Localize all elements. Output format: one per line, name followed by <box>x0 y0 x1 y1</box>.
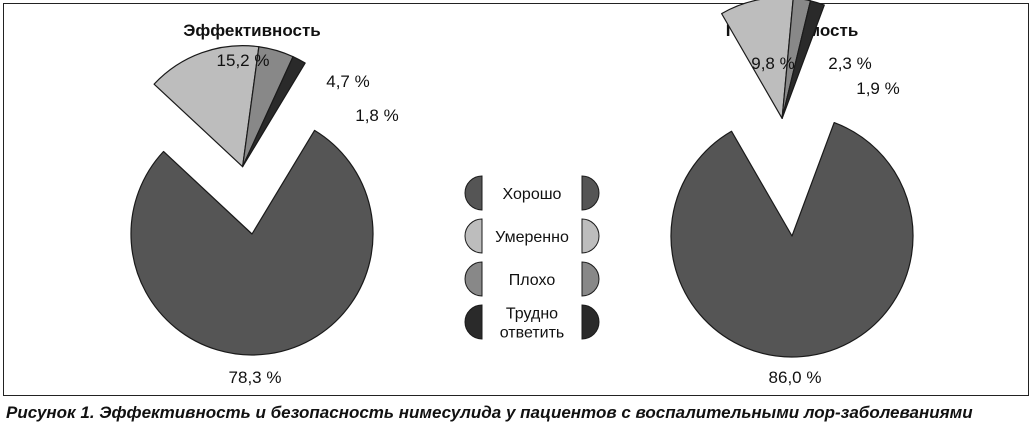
legend-swatch-right <box>581 218 600 254</box>
value-label-плохо: 2,3 % <box>828 54 871 73</box>
legend-swatch-right <box>581 304 600 340</box>
value-label-умеренно: 9,8 % <box>751 54 794 73</box>
legend-label: Умеренно <box>495 229 569 246</box>
legend: Хорошо Умеренно Плохо Трудно ответить <box>464 175 600 342</box>
legend-item-плохо: Плохо <box>464 261 600 297</box>
legend-swatch-right <box>581 175 600 211</box>
pie-slice-трудно-ответить <box>242 56 306 168</box>
legend-item-хорошо: Хорошо <box>464 175 600 211</box>
pie-slice-умеренно <box>721 0 794 120</box>
legend-label: Плохо <box>509 272 556 289</box>
value-label-хорошо: 78,3 % <box>229 368 282 387</box>
pie-slice-хорошо <box>130 129 374 356</box>
legend-swatch-left <box>464 218 483 254</box>
legend-swatch-left <box>464 304 483 340</box>
figure-caption: Рисунок 1. Эффективность и безопасность … <box>6 403 973 422</box>
value-label-хорошо: 86,0 % <box>769 368 822 387</box>
legend-label: ответить <box>500 325 565 342</box>
legend-label: Трудно <box>506 306 558 323</box>
value-label-плохо: 4,7 % <box>326 72 369 91</box>
pie-slice-хорошо <box>670 121 914 358</box>
legend-swatch-left <box>464 175 483 211</box>
value-label-трудно-ответить: 1,8 % <box>355 106 398 125</box>
pie-title: Эффективность <box>183 21 320 40</box>
legend-item-умеренно: Умеренно <box>464 218 600 254</box>
pie-chart-tolerability: Переносимость86,0 %9,8 %2,3 %1,9 % <box>670 0 914 387</box>
value-label-умеренно: 15,2 % <box>217 51 270 70</box>
pie-slice-умеренно <box>153 45 260 168</box>
legend-swatch-right <box>581 261 600 297</box>
pie-chart-effectiveness: Эффективность 78,3 % 15,2 % 4,7 % 1,8 % <box>130 21 399 387</box>
value-label-трудно-ответить: 1,9 % <box>856 79 899 98</box>
legend-label: Хорошо <box>503 186 562 203</box>
figure-frame <box>3 3 1029 396</box>
legend-swatch-left <box>464 261 483 297</box>
legend-item-трудно-ответить: Трудно ответить <box>464 304 600 342</box>
pie-slice-трудно-ответить <box>781 0 825 120</box>
